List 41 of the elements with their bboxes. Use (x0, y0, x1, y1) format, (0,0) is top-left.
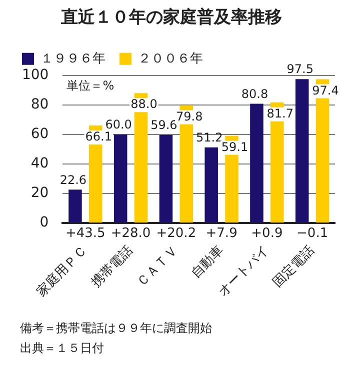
data-label: 81.7 (266, 106, 294, 121)
data-label: 22.6 (60, 172, 87, 187)
legend-label: １９９６年 (40, 51, 106, 66)
source-note: 出典＝１５日付 (20, 340, 105, 357)
data-label: 97.5 (286, 62, 314, 76)
x-tick-label: 携帯電話 (88, 243, 136, 291)
y-axis-title: 単位＝% (66, 78, 114, 93)
text: +28.0 (110, 226, 151, 241)
bar (295, 79, 309, 223)
bar (68, 190, 82, 223)
text: +20.2 (156, 226, 196, 241)
x-tick-label: 家庭用ＰＣ (33, 242, 91, 300)
data-label: 59.1 (221, 140, 248, 154)
data-label: 88.0 (130, 97, 158, 112)
text: +0.9 (251, 226, 283, 241)
text: +43.5 (65, 226, 106, 241)
bar (204, 147, 218, 223)
legend-label: ２００６年 (138, 51, 203, 66)
y-tick-label: 100 (22, 67, 49, 84)
y-tick-label: 60 (30, 126, 49, 142)
data-label: 79.8 (176, 109, 203, 124)
data-label: 66.1 (85, 130, 112, 144)
bar (159, 135, 173, 223)
y-tick-label: 0 (40, 214, 49, 231)
data-label: 80.8 (241, 86, 268, 101)
y-tick-label: 80 (30, 96, 49, 113)
x-tick-label: 自動車 (188, 243, 227, 282)
x-tick-label: ＣＡＴＶ (134, 243, 182, 291)
data-label: 60.0 (105, 118, 132, 132)
text: −0.1 (296, 226, 328, 241)
text: 備考＝携帯電話は９９年に調査開始 (20, 320, 212, 337)
y-tick-label: 20 (30, 185, 49, 202)
y-tick-label: 40 (30, 156, 49, 172)
chart-title: 直近１０年の家庭普及率推移 (60, 6, 282, 28)
x-tick-label: 固定電話 (270, 243, 318, 291)
bar (250, 104, 264, 223)
data-label: 51.2 (196, 130, 223, 145)
data-label: 59.6 (150, 118, 178, 132)
data-label: 97.4 (312, 83, 339, 98)
bar (114, 134, 128, 223)
text: +7.9 (206, 226, 238, 241)
